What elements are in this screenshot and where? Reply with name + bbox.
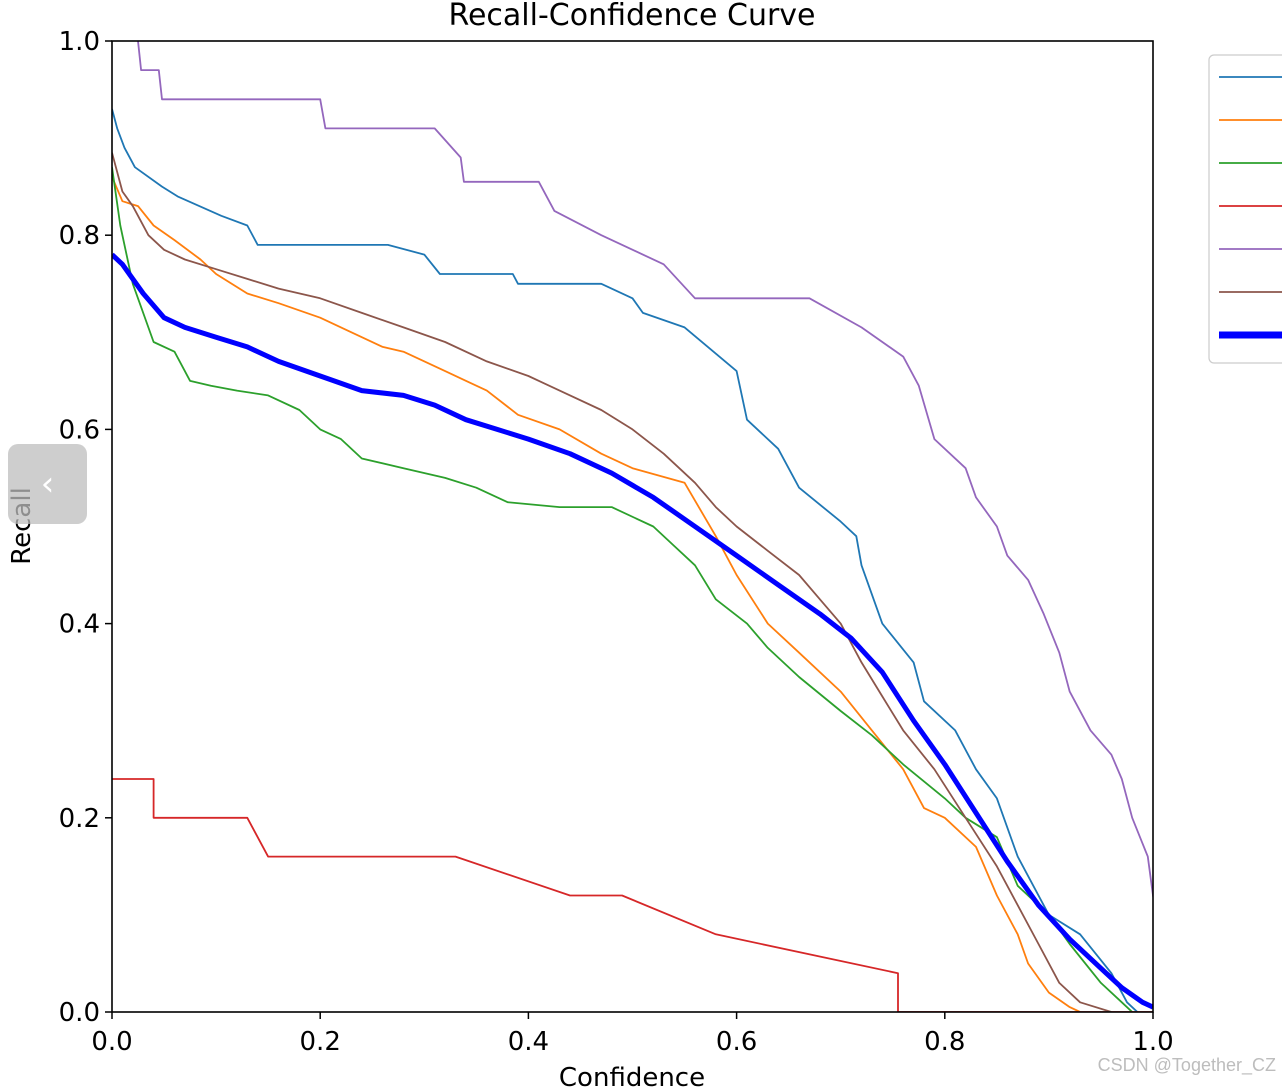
x-tick-label: 0.8 bbox=[924, 1027, 965, 1057]
y-tick-label: 0.6 bbox=[59, 415, 100, 445]
series-line-7 bbox=[112, 252, 1153, 1010]
y-tick-label: 0.2 bbox=[59, 804, 100, 834]
y-tick-label: 1.0 bbox=[59, 27, 100, 57]
chart-title: Recall-Confidence Curve bbox=[448, 0, 815, 33]
series-group bbox=[112, 41, 1153, 1012]
legend bbox=[1208, 54, 1282, 364]
axis-ticks: 0.0 0.2 0.4 0.6 0.8 1.0 0.0 0.2 0.4 0.6 0.8 1.0 bbox=[59, 27, 1174, 1057]
x-tick-label: 1.0 bbox=[1132, 1027, 1173, 1057]
series-line-6 bbox=[112, 152, 1112, 1012]
x-tick-label: 0.0 bbox=[91, 1027, 132, 1057]
y-tick-label: 0.8 bbox=[59, 221, 100, 251]
watermark: CSDN @Together_CZ bbox=[1097, 1055, 1276, 1075]
x-tick-label: 0.2 bbox=[300, 1027, 341, 1057]
y-tick-label: 0.0 bbox=[59, 998, 100, 1028]
series-line-1 bbox=[112, 108, 1139, 1012]
x-axis-label: Confidence bbox=[559, 1063, 705, 1088]
series-line-5 bbox=[137, 41, 1153, 901]
legend-box bbox=[1208, 54, 1282, 364]
plot-frame bbox=[111, 40, 1154, 1013]
x-tick-label: 0.4 bbox=[508, 1027, 549, 1057]
series-line-4 bbox=[112, 778, 1153, 1012]
x-tick-label: 0.6 bbox=[716, 1027, 757, 1057]
series-line-2 bbox=[112, 176, 1081, 1012]
chevron-left-icon: ‹ bbox=[40, 464, 55, 504]
y-tick-label: 0.4 bbox=[59, 610, 100, 640]
prev-arrow-button[interactable]: ‹ bbox=[8, 444, 87, 524]
